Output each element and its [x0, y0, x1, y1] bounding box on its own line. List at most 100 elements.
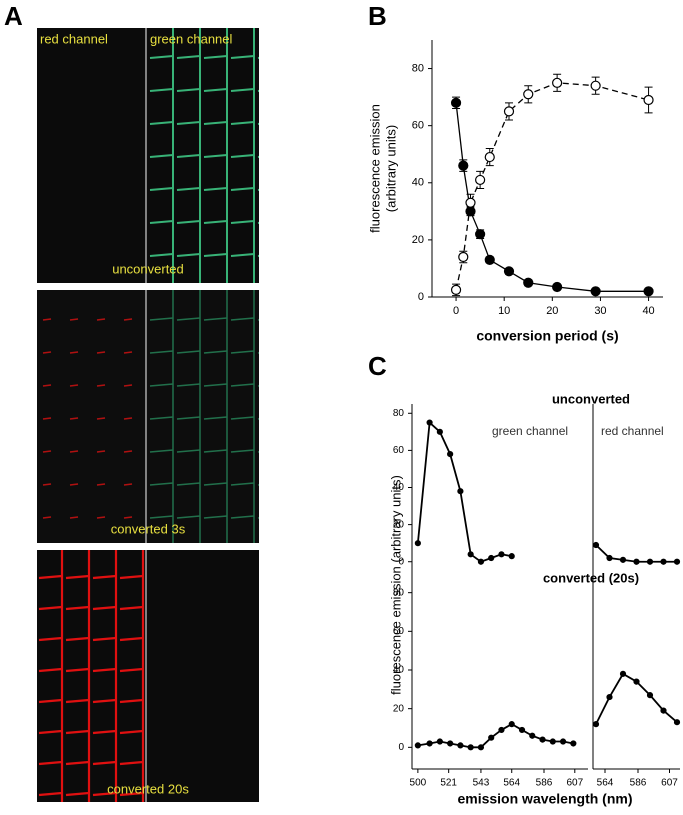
chart-title: converted (20s) [543, 570, 639, 585]
x-axis-label: conversion period (s) [476, 328, 618, 344]
data-point [606, 554, 613, 562]
micrograph: converted 20s [37, 550, 259, 802]
data-point [488, 554, 495, 562]
x-tick-label: 500 [410, 778, 427, 789]
data-point [552, 281, 563, 293]
data-point [488, 734, 495, 741]
data-point [633, 678, 640, 685]
panel-label: A [4, 1, 23, 31]
data-point [619, 670, 627, 677]
y-tick-label: 60 [393, 626, 405, 637]
data-point [458, 160, 469, 171]
y-tick-label: 0 [398, 556, 404, 567]
data-point [458, 251, 469, 263]
y-tick-label: 0 [418, 291, 424, 303]
data-point [414, 540, 421, 547]
data-point [436, 738, 443, 745]
x-tick-label: 607 [566, 778, 583, 789]
data-point [475, 229, 486, 240]
x-tick-label: 564 [597, 778, 614, 789]
data-point [467, 744, 474, 751]
data-point [436, 428, 443, 435]
data-point [643, 94, 654, 106]
y-axis-label: fluorescence emission (arbitrary units) [388, 475, 403, 695]
data-point [590, 80, 601, 91]
x-tick-label: 20 [546, 305, 558, 317]
data-point [484, 254, 495, 265]
data-point [477, 744, 485, 751]
data-point [606, 693, 613, 701]
data-point [549, 738, 556, 745]
data-point [508, 721, 515, 728]
x-tick-label: 564 [503, 778, 520, 789]
caption: converted 3s [111, 521, 186, 536]
micrograph: converted 3s [37, 290, 259, 543]
data-point [426, 740, 433, 747]
data-point [450, 284, 462, 295]
data-point [646, 692, 654, 699]
micrograph: red channel green channel unconverted [37, 28, 259, 283]
x-tick-label: 543 [473, 778, 490, 789]
x-tick-label: 586 [630, 778, 647, 789]
data-point [475, 174, 486, 186]
x-tick-label: 607 [661, 778, 678, 789]
data-point [465, 197, 476, 208]
x-tick-label: 0 [453, 305, 459, 317]
data-point [518, 726, 526, 734]
panel-label: B [368, 1, 387, 31]
data-point [643, 286, 654, 297]
data-point [484, 151, 495, 163]
y-tick-label: 40 [393, 482, 405, 493]
data-point [633, 558, 640, 565]
data-point [646, 558, 654, 565]
data-point [673, 558, 681, 565]
data-point [590, 286, 601, 297]
x-tick-label: 521 [440, 778, 457, 789]
data-point [477, 558, 485, 565]
y-tick-label: 20 [393, 519, 405, 530]
data-point [570, 740, 577, 747]
y-tick-label: 20 [412, 234, 424, 246]
data-point [592, 721, 600, 728]
data-point [660, 558, 667, 565]
data-point [498, 726, 505, 734]
annotation: red channel [601, 424, 664, 438]
caption: converted 20s [107, 781, 189, 796]
data-point [523, 89, 534, 100]
data-point [467, 551, 474, 558]
data-point [503, 106, 515, 117]
y-tick-label: 60 [393, 445, 405, 456]
data-point [673, 719, 681, 726]
x-axis-label: emission wavelength (nm) [457, 791, 632, 807]
channel-label: green channel [150, 31, 233, 46]
y-tick-label: 0 [398, 742, 404, 753]
panel-label: C [368, 351, 387, 381]
y-axis-label: fluorescence emission [367, 104, 382, 233]
data-point [523, 277, 534, 288]
data-point [450, 97, 462, 108]
series-line [455, 82, 649, 291]
data-point [498, 551, 505, 558]
data-point [559, 738, 567, 745]
series-line [455, 102, 649, 292]
data-point [592, 541, 600, 549]
x-tick-label: 40 [642, 305, 654, 317]
y-tick-label: 80 [393, 408, 405, 419]
caption: unconverted [112, 261, 184, 276]
data-point [426, 419, 433, 426]
x-tick-label: 30 [594, 305, 606, 317]
data-point [503, 266, 515, 277]
annotation: green channel [492, 424, 568, 438]
x-tick-label: 586 [536, 778, 553, 789]
y-axis-label: (arbitrary units) [383, 125, 398, 212]
y-tick-label: 80 [393, 587, 405, 598]
data-point [447, 740, 454, 747]
y-tick-label: 40 [393, 665, 405, 676]
data-point [457, 488, 464, 495]
data-point [457, 742, 464, 749]
chart-title: unconverted [552, 391, 630, 406]
y-tick-label: 40 [412, 177, 424, 189]
data-point [619, 556, 627, 563]
data-point [529, 732, 536, 739]
